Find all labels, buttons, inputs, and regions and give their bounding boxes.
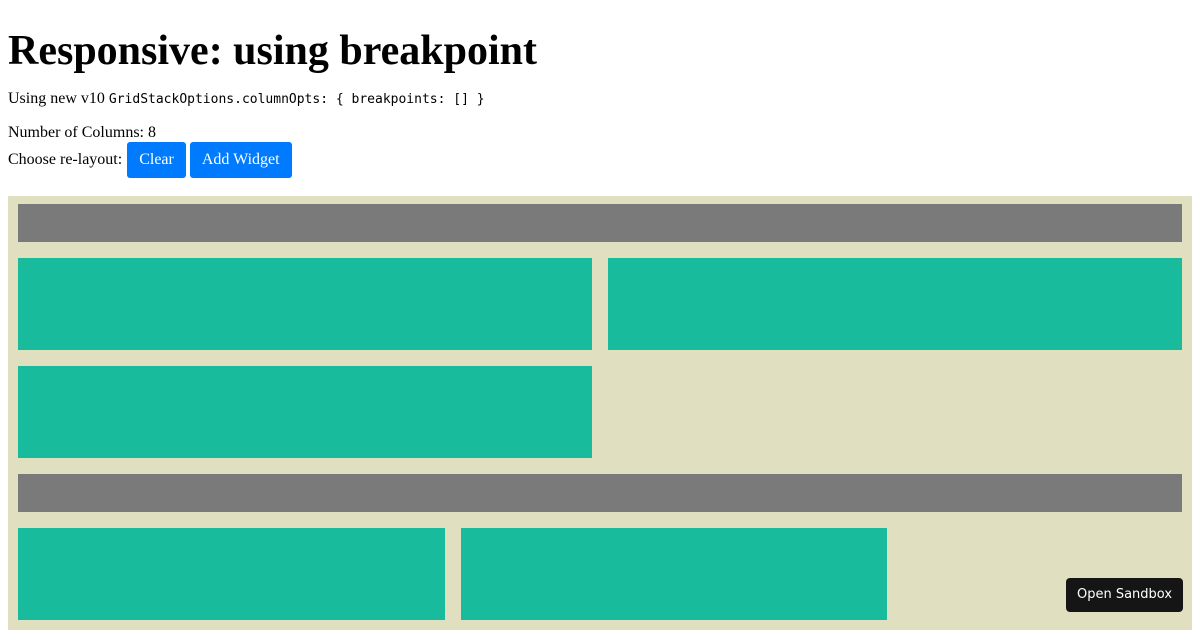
open-sandbox-button[interactable]: Open Sandbox [1066,578,1183,612]
grid-widget[interactable] [18,366,592,458]
clear-button[interactable]: Clear [127,142,186,179]
grid-widget[interactable] [461,528,887,620]
relayout-row: Choose re-layout: Clear Add Widget [8,142,292,179]
grid-widget[interactable] [18,204,1182,242]
page-title: Responsive: using breakpoint [8,28,538,74]
grid-widget[interactable] [18,258,592,350]
intro-prefix: Using new v10 [8,90,109,107]
intro-code: GridStackOptions.columnOpts: { breakpoin… [108,92,485,107]
grid-widget[interactable] [18,528,445,620]
columns-count: Number of Columns: 8 [8,124,156,141]
grid-widget[interactable] [18,474,1182,512]
add-widget-button[interactable]: Add Widget [189,142,292,179]
relayout-label: Choose re-layout: [8,151,123,168]
grid-widget[interactable] [608,258,1182,350]
intro-text: Using new v10 GridStackOptions.columnOpt… [8,89,485,110]
grid-stack [8,196,1192,630]
